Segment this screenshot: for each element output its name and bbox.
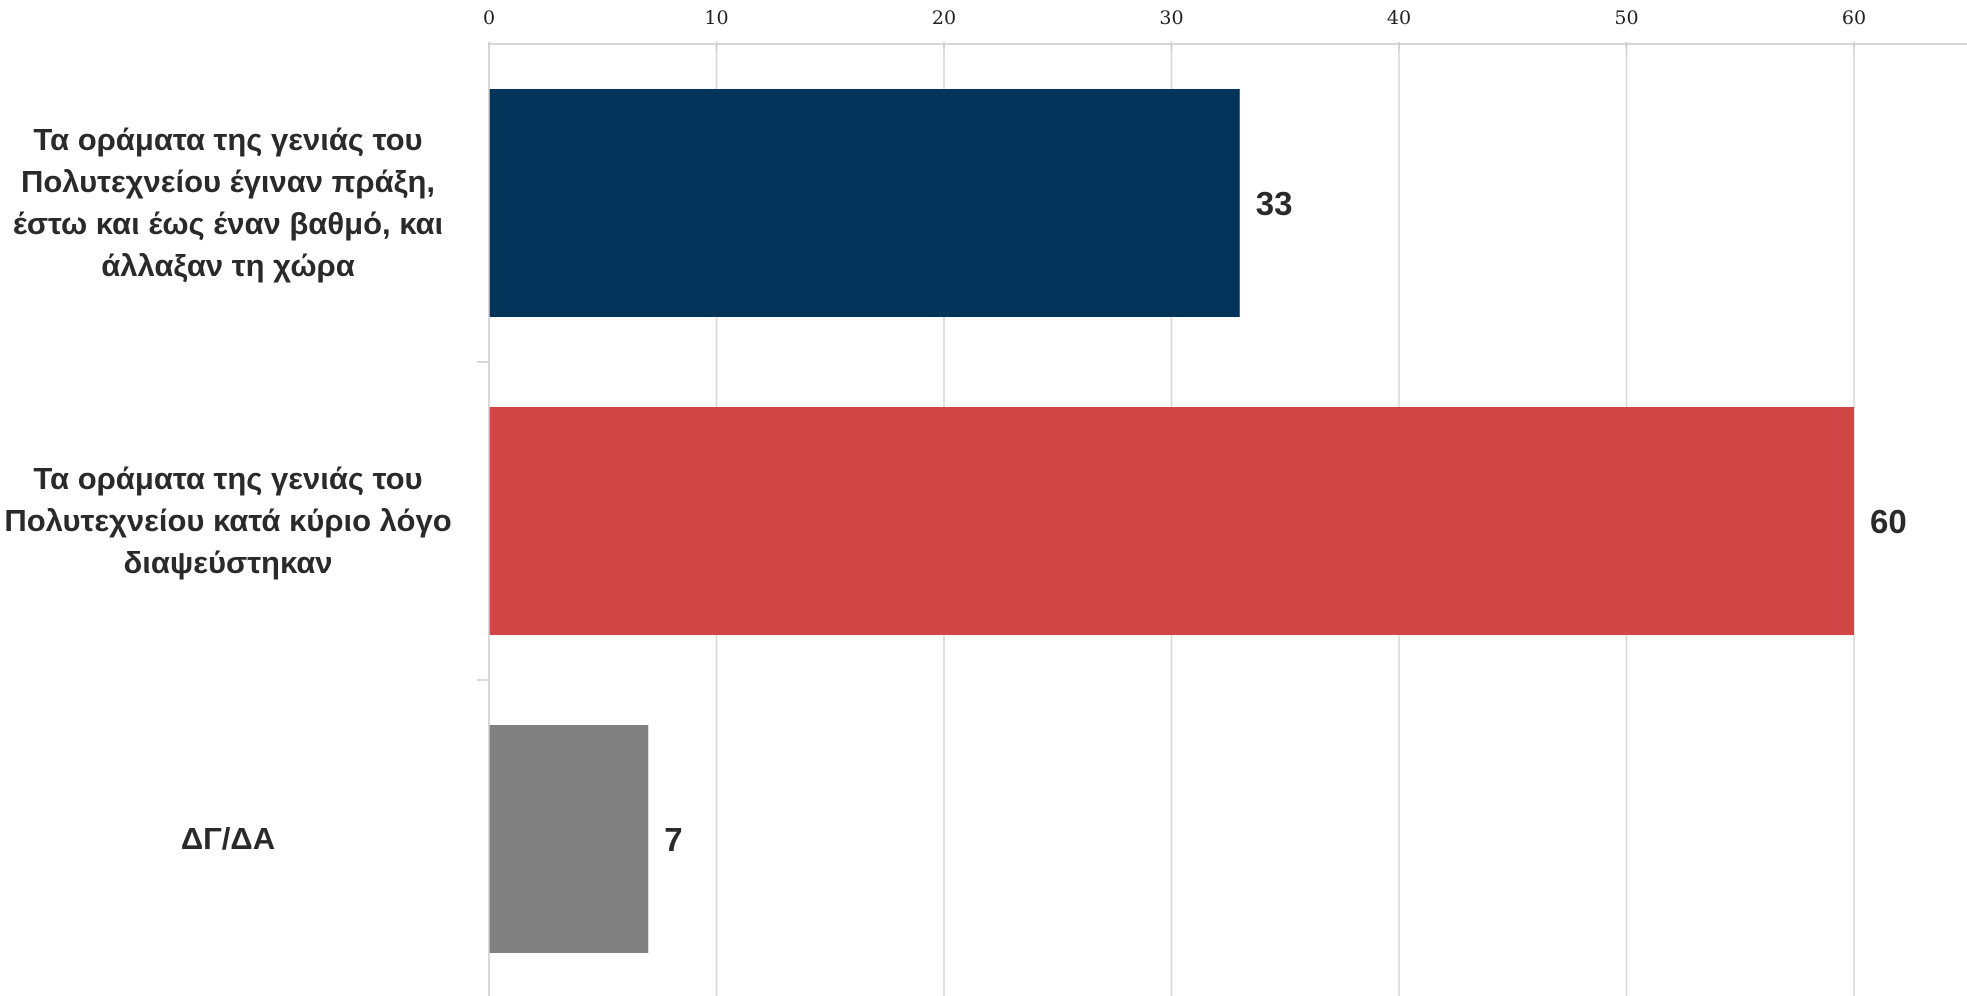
- x-tick-label: 20: [932, 7, 956, 29]
- category-label-line: διαψεύστηκαν: [123, 545, 332, 580]
- x-tick-label: 0: [483, 7, 495, 29]
- x-tick-label: 50: [1614, 7, 1638, 29]
- bar-value-label: 7: [664, 821, 682, 858]
- category-label-line: Τα οράματα της γενιάς του: [33, 461, 422, 496]
- x-tick-label: 40: [1387, 7, 1411, 29]
- x-tick-label: 30: [1159, 7, 1183, 29]
- bar-value-label: 60: [1870, 503, 1907, 540]
- category-label-line: άλλαξαν τη χώρα: [101, 248, 355, 283]
- category-label: ΔΓ/ΔΑ: [181, 821, 275, 856]
- x-tick-label: 60: [1842, 7, 1866, 29]
- category-label-line: Πολυτεχνείου έγιναν πράξη,: [21, 164, 435, 199]
- x-tick-label: 10: [704, 7, 728, 29]
- bar: [489, 407, 1854, 635]
- bar: [489, 89, 1240, 317]
- category-label: Τα οράματα της γενιάς του Πολυτεχνείου κα…: [4, 461, 451, 580]
- category-label-line: ΔΓ/ΔΑ: [181, 821, 275, 856]
- category-label: Τα οράματα της γενιάς του Πολυτεχνείου έγ…: [13, 122, 443, 283]
- bar: [489, 725, 649, 953]
- labels: 0 10 20 30 40 50 60 33 Τα οράματα της γενιάς του…: [4, 7, 1906, 858]
- bars: [489, 89, 1854, 953]
- axes: [477, 42, 1967, 996]
- category-label-line: Πολυτεχνείου κατά κύριο λόγο: [4, 503, 451, 538]
- bar-value-label: 33: [1256, 185, 1293, 222]
- category-label-line: έστω και έως έναν βαθμό, και: [13, 206, 443, 241]
- category-label-line: Τα οράματα της γενιάς του: [33, 122, 422, 157]
